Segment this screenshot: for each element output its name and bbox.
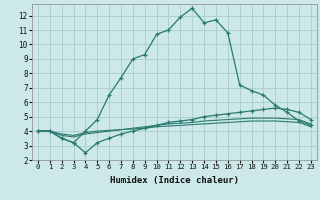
- X-axis label: Humidex (Indice chaleur): Humidex (Indice chaleur): [110, 176, 239, 185]
